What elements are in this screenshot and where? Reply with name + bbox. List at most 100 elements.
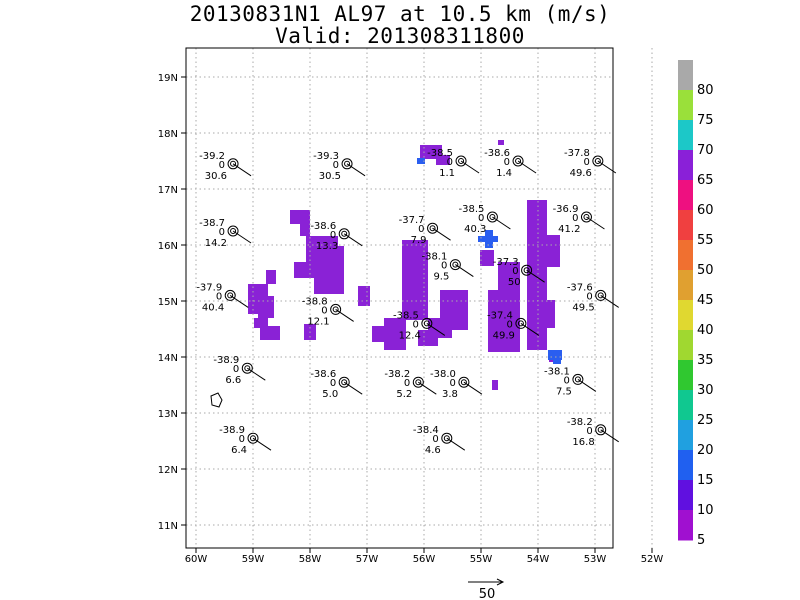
station-dot [489, 214, 496, 220]
station-dot [597, 292, 604, 299]
station-dot [344, 160, 351, 167]
wind-speed-label: 6.4 [231, 445, 247, 456]
station-dot [594, 158, 601, 164]
wind-speed-label: 40.4 [202, 302, 224, 313]
axis-tick-layer: 60W 59W 58W 57W 56W 55W 54W 53W 52W 19N 18N 17N 16N 1… [158, 73, 664, 565]
wind-speed-label: 1.4 [496, 168, 512, 179]
station-zero: 0 [583, 157, 589, 168]
wind-cell [492, 380, 498, 390]
map-frame [185, 47, 614, 549]
lat-tick-label: 11N [158, 521, 178, 532]
temperature-label: -37.7 [399, 215, 425, 226]
wind-cell [436, 155, 450, 165]
wind-cell [480, 250, 494, 266]
colorbar-label: 20 [697, 443, 714, 458]
temperature-label: -38.6 [310, 221, 336, 232]
station-dot [458, 158, 465, 164]
station-ring [449, 259, 461, 271]
scale-vector: 50 [468, 578, 505, 600]
wind-barb [492, 216, 511, 230]
temperature-label: -39.3 [313, 151, 339, 162]
lat-tick-label: 14N [158, 353, 178, 364]
lon-tick-label: 59W [242, 554, 265, 565]
wind-barb [335, 308, 354, 322]
wind-barb [232, 163, 252, 177]
station-marker: -38.906.4 [219, 425, 272, 456]
temperature-label: -38.4 [413, 425, 439, 436]
temperature-label: -38.1 [421, 252, 447, 263]
station-zero: 0 [219, 160, 225, 171]
station-ring [595, 289, 607, 301]
lon-tick-label: 54W [527, 554, 550, 565]
station-ring [458, 376, 470, 388]
temperature-label: -38.5 [427, 148, 453, 159]
station-ring [241, 362, 253, 374]
lat-tick-label: 12N [158, 465, 178, 476]
colorbar-segment [678, 330, 693, 361]
station-marker: -38.601.4 [484, 148, 537, 179]
wind-barb [455, 264, 474, 278]
station-marker: -38.109.5 [421, 252, 474, 283]
wind-speed-label: 30.5 [319, 171, 341, 182]
station-zero: 0 [216, 291, 222, 302]
colorbar-segment [678, 60, 693, 91]
wind-cell-blue [478, 236, 498, 242]
wind-cell [300, 210, 310, 236]
wind-barb [577, 378, 597, 392]
wind-barb [343, 381, 363, 395]
lon-tick-label: 55W [470, 554, 493, 565]
station-layer: -39.2030.6-39.3030.5-38.501.1-38.601.4-3… [196, 148, 619, 456]
station-ring [595, 424, 607, 436]
station-ring [412, 376, 424, 388]
chart-subtitle: Valid: 201308311800 [275, 24, 525, 48]
wind-speed-label: 3.8 [442, 389, 458, 400]
station-ring [224, 289, 236, 301]
station-ring [592, 155, 604, 167]
colorbar-segment [678, 360, 693, 391]
station-zero: 0 [572, 213, 578, 224]
station-zero: 0 [330, 230, 336, 241]
station-zero: 0 [447, 157, 453, 168]
wind-cell [488, 290, 498, 352]
colorbar-label: 5 [697, 533, 705, 548]
island-outline [210, 392, 223, 408]
colorbar-segment [678, 150, 693, 181]
grid-layer [186, 48, 653, 548]
wind-speed-label: 12.1 [307, 316, 329, 327]
station-dot [515, 158, 522, 164]
temperature-label: -38.7 [199, 218, 225, 229]
station-ring [580, 211, 592, 223]
station-dot [230, 160, 237, 167]
station-zero: 0 [330, 378, 336, 389]
temperature-label: -38.5 [393, 310, 419, 321]
station-marker: -38.205.2 [384, 369, 437, 400]
station-ring [521, 264, 533, 276]
wind-cell [408, 300, 420, 320]
station-marker: -38.107.5 [544, 366, 597, 397]
station-zero: 0 [412, 319, 418, 330]
wind-barb [418, 381, 437, 395]
station-ring [341, 158, 353, 170]
wind-barb [597, 160, 617, 174]
wind-barb [463, 381, 483, 395]
lon-tick-label: 60W [185, 554, 208, 565]
station-dot [452, 261, 459, 268]
wind-barb [426, 322, 446, 336]
colorbar-label: 50 [697, 263, 714, 278]
station-ring [427, 222, 439, 234]
station-ring [247, 432, 259, 444]
station-dot [443, 435, 450, 442]
station-marker: -38.003.8 [430, 369, 483, 400]
wind-cell [498, 262, 520, 352]
wind-cell [260, 326, 280, 340]
colorbar-label: 40 [697, 323, 714, 338]
wind-cell [314, 246, 344, 294]
wind-cell-blue [417, 158, 425, 164]
station-ring [512, 155, 524, 167]
colorbar-label: 25 [697, 413, 714, 428]
